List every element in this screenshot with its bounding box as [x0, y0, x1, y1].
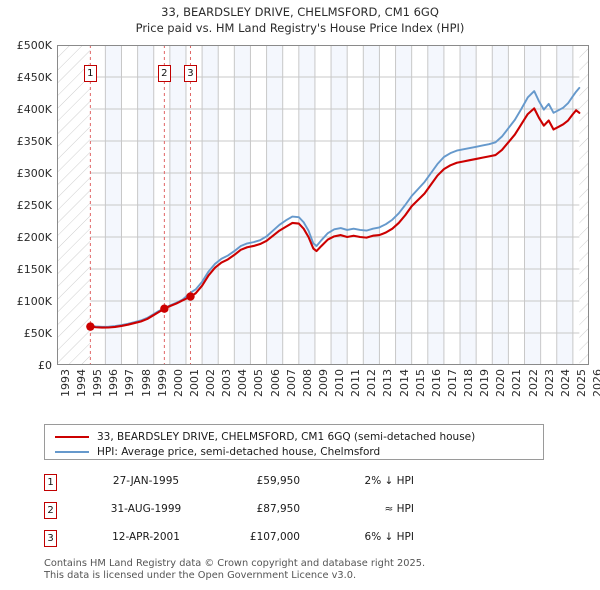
x-axis-tick-label: 2023	[542, 369, 556, 397]
x-axis-tick-label: 2026	[591, 369, 600, 397]
x-axis-tick-label: 2015	[413, 369, 427, 397]
x-axis-tick-label: 2010	[333, 369, 347, 397]
no-data-bands	[57, 45, 589, 365]
x-axis-tick-label: 2011	[349, 369, 363, 397]
table-row[interactable]: 1 27-JAN-1995 £59,950 2% ↓ HPI	[44, 472, 464, 500]
x-axis-tick-label: 2006	[268, 369, 282, 397]
table-row[interactable]: 2 31-AUG-1999 £87,950 ≈ HPI	[44, 500, 464, 528]
transaction-price: £59,950	[256, 475, 300, 487]
transaction-point[interactable]	[86, 322, 95, 331]
x-axis-tick-label: 1994	[75, 369, 89, 397]
legend-color-swatch	[55, 451, 89, 453]
chart-marker-2[interactable]: 2	[157, 65, 171, 82]
y-axis-tick-label: £400K	[16, 103, 52, 116]
transaction-date: 31-AUG-1999	[110, 503, 182, 515]
x-axis-tick-label: 2013	[381, 369, 395, 397]
x-axis-tick-label: 2024	[558, 369, 572, 397]
legend-item: HPI: Average price, semi-detached house,…	[51, 445, 537, 459]
plot-frame	[57, 45, 589, 365]
x-axis-tick-label: 2022	[526, 369, 540, 397]
x-axis-tick-label: 1993	[59, 369, 72, 397]
x-axis-tick-label: 2019	[478, 369, 492, 397]
transaction-date: 27-JAN-1995	[112, 475, 180, 487]
x-axis-tick-label: 1999	[155, 369, 169, 397]
price-history-chart	[57, 45, 589, 365]
x-axis-tick-label: 2018	[462, 369, 476, 397]
x-axis-tick-label: 2016	[429, 369, 443, 397]
y-axis-tick-label: £150K	[16, 263, 52, 276]
x-axis-tick-label: 2017	[445, 369, 459, 397]
table-row[interactable]: 3 12-APR-2001 £107,000 6% ↓ HPI	[44, 528, 464, 556]
page-title: 33, BEARDSLEY DRIVE, CHELMSFORD, CM1 6GQ…	[0, 4, 600, 36]
y-axis-tick-label: £250K	[16, 199, 52, 212]
x-axis-tick-label: 2020	[494, 369, 508, 397]
x-axis-tick-label: 2003	[220, 369, 234, 397]
footer-line-2: This data is licensed under the Open Gov…	[44, 570, 357, 581]
x-axis-tick-label: 2021	[510, 369, 524, 397]
chart-plot-svg	[57, 45, 589, 365]
x-axis-tick-label: 2012	[365, 369, 379, 397]
x-axis-tick-label: 1997	[123, 369, 137, 397]
transactions-table: 1 27-JAN-1995 £59,950 2% ↓ HPI 2 31-AUG-1999 £…	[44, 472, 464, 556]
y-axis-tick-label: £200K	[16, 231, 52, 244]
transaction-price: £107,000	[249, 531, 300, 543]
transaction-date: 12-APR-2001	[112, 531, 180, 543]
footer-attribution: Contains HM Land Registry data © Crown c…	[44, 558, 584, 582]
x-axis-tick-label: 2007	[284, 369, 298, 397]
chart-marker-3[interactable]: 3	[183, 65, 197, 82]
no-data-band	[579, 45, 589, 365]
y-axis-tick-label: £100K	[16, 295, 52, 308]
chart-marker-1[interactable]: 1	[83, 65, 97, 82]
y-axis-tick-label: £50K	[23, 327, 52, 340]
transaction-number-badge: 2	[44, 502, 57, 519]
transaction-point[interactable]	[186, 292, 195, 301]
transaction-number-badge: 1	[44, 474, 57, 491]
y-axis-tick-label: £0	[38, 359, 52, 372]
x-axis-tick-label: 1998	[139, 369, 153, 397]
x-axis-tick-label: 2001	[187, 369, 201, 397]
x-axis-tick-label: 2025	[574, 369, 588, 397]
y-axis-tick-label: £500K	[16, 39, 52, 52]
footer-line-1: Contains HM Land Registry data © Crown c…	[44, 558, 426, 569]
title-line-2: Price paid vs. HM Land Registry's House …	[135, 21, 465, 35]
chart-legend: 33, BEARDSLEY DRIVE, CHELMSFORD, CM1 6GQ…	[44, 424, 544, 460]
series-line-property	[89, 107, 581, 329]
grid-lines	[57, 45, 589, 365]
x-axis-tick-label: 2014	[397, 369, 411, 397]
transaction-hpi-delta: ≈ HPI	[384, 503, 414, 515]
transaction-point[interactable]	[160, 304, 169, 313]
legend-item-label: 33, BEARDSLEY DRIVE, CHELMSFORD, CM1 6GQ…	[97, 431, 476, 443]
legend-item-label: HPI: Average price, semi-detached house,…	[97, 446, 381, 458]
title-line-1: 33, BEARDSLEY DRIVE, CHELMSFORD, CM1 6GQ	[161, 5, 439, 19]
transaction-number-badge: 3	[44, 530, 57, 547]
x-axis-tick-label: 2005	[252, 369, 266, 397]
x-axis-tick-label: 1995	[91, 369, 105, 397]
x-axis-tick-label: 2004	[236, 369, 250, 397]
transaction-hpi-delta: 6% ↓ HPI	[364, 531, 414, 543]
x-axis-tick-label: 1996	[107, 369, 121, 397]
x-axis-tick-label: 2002	[204, 369, 218, 397]
x-axis-tick-label: 2008	[300, 369, 314, 397]
no-data-band	[57, 45, 91, 365]
y-axis-tick-label: £450K	[16, 71, 52, 84]
transaction-hpi-delta: 2% ↓ HPI	[364, 475, 414, 487]
x-axis-tick-label: 2009	[316, 369, 330, 397]
transaction-price: £87,950	[256, 503, 300, 515]
transaction-markers	[86, 45, 195, 365]
y-axis-tick-label: £350K	[16, 135, 52, 148]
legend-item: 33, BEARDSLEY DRIVE, CHELMSFORD, CM1 6GQ…	[51, 430, 537, 444]
x-axis-tick-label: 2000	[171, 369, 185, 397]
y-axis-tick-label: £300K	[16, 167, 52, 180]
legend-color-swatch	[55, 436, 89, 438]
